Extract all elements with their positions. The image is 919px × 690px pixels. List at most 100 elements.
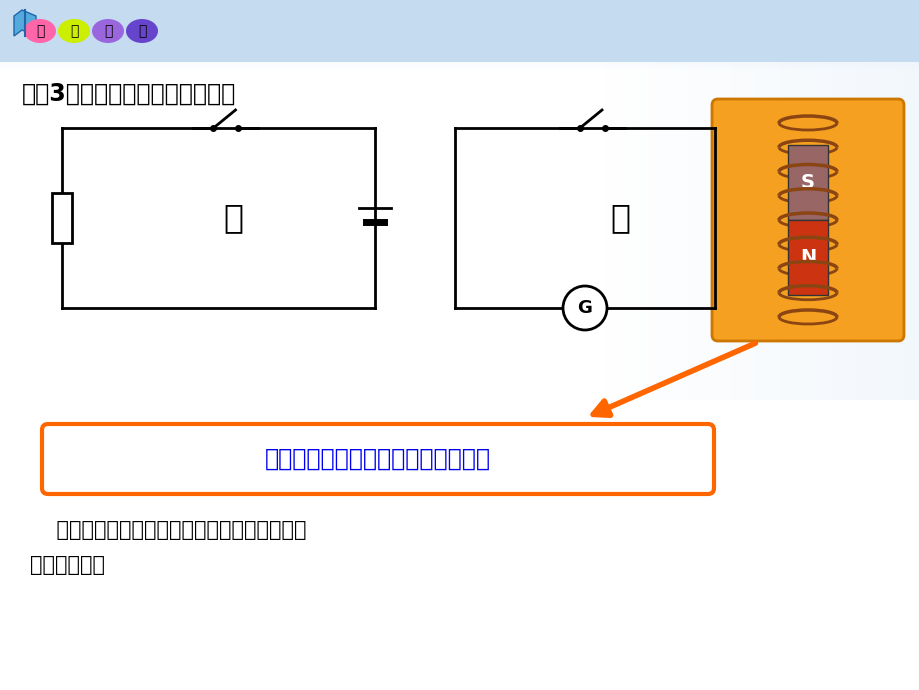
Bar bbox=[720, 0, 721, 400]
Bar bbox=[887, 0, 888, 400]
Bar bbox=[0, 11, 919, 12]
Bar bbox=[634, 0, 635, 400]
Bar bbox=[673, 0, 674, 400]
Bar bbox=[754, 0, 755, 400]
Bar bbox=[772, 0, 773, 400]
Bar bbox=[837, 0, 838, 400]
Bar bbox=[819, 0, 820, 400]
Bar bbox=[846, 0, 847, 400]
Bar bbox=[828, 0, 829, 400]
Bar bbox=[900, 0, 901, 400]
Bar bbox=[862, 0, 863, 400]
Bar bbox=[737, 0, 738, 400]
Bar bbox=[721, 0, 722, 400]
Bar bbox=[621, 0, 622, 400]
Bar bbox=[847, 0, 848, 400]
Bar bbox=[696, 0, 697, 400]
Bar bbox=[658, 0, 659, 400]
Bar bbox=[654, 0, 655, 400]
Bar bbox=[688, 0, 689, 400]
Bar bbox=[903, 0, 904, 400]
Bar bbox=[0, 32, 919, 33]
Text: 乙: 乙 bbox=[609, 201, 630, 235]
Bar bbox=[628, 0, 629, 400]
Bar bbox=[835, 0, 836, 400]
Bar bbox=[809, 0, 811, 400]
Bar bbox=[884, 0, 885, 400]
Bar bbox=[785, 0, 786, 400]
Bar bbox=[644, 0, 645, 400]
Bar bbox=[727, 0, 728, 400]
Bar bbox=[783, 0, 784, 400]
Bar bbox=[758, 0, 759, 400]
Bar bbox=[840, 0, 841, 400]
Bar bbox=[699, 0, 700, 400]
Bar bbox=[714, 0, 715, 400]
Bar bbox=[0, 6, 919, 7]
Bar bbox=[0, 9, 919, 10]
Bar bbox=[729, 0, 731, 400]
Bar bbox=[848, 0, 849, 400]
Bar bbox=[774, 0, 775, 400]
Bar bbox=[834, 0, 835, 400]
Bar bbox=[676, 0, 677, 400]
Bar bbox=[0, 58, 919, 59]
Bar bbox=[723, 0, 724, 400]
Bar bbox=[748, 0, 749, 400]
Bar bbox=[749, 0, 750, 400]
Bar bbox=[750, 0, 751, 400]
Bar bbox=[865, 0, 866, 400]
Bar bbox=[0, 50, 919, 51]
Bar bbox=[892, 0, 893, 400]
Bar bbox=[702, 0, 703, 400]
Bar bbox=[643, 0, 644, 400]
Bar bbox=[746, 0, 747, 400]
Bar bbox=[616, 0, 617, 400]
Bar bbox=[715, 0, 716, 400]
Bar bbox=[806, 0, 807, 400]
Bar bbox=[788, 145, 827, 220]
Bar bbox=[796, 0, 797, 400]
Bar bbox=[719, 0, 720, 400]
Bar bbox=[624, 0, 625, 400]
Bar bbox=[747, 0, 748, 400]
Bar bbox=[896, 0, 897, 400]
Text: N: N bbox=[799, 248, 815, 267]
Bar bbox=[860, 0, 861, 400]
Bar bbox=[915, 0, 916, 400]
Bar bbox=[0, 67, 919, 68]
Bar bbox=[646, 0, 647, 400]
Bar bbox=[767, 0, 768, 400]
Bar bbox=[0, 63, 919, 64]
Bar bbox=[0, 38, 919, 39]
Bar bbox=[914, 0, 915, 400]
Ellipse shape bbox=[92, 19, 124, 43]
Bar bbox=[911, 0, 912, 400]
Polygon shape bbox=[14, 10, 36, 36]
Bar bbox=[655, 0, 656, 400]
Bar bbox=[0, 54, 919, 55]
Bar bbox=[0, 35, 919, 36]
Bar bbox=[690, 0, 691, 400]
Bar bbox=[878, 0, 879, 400]
Bar bbox=[850, 0, 851, 400]
Bar bbox=[0, 65, 919, 66]
Bar bbox=[905, 0, 906, 400]
Bar bbox=[0, 23, 919, 24]
Bar bbox=[711, 0, 712, 400]
Bar bbox=[817, 0, 818, 400]
Bar bbox=[814, 0, 815, 400]
Bar bbox=[888, 0, 889, 400]
Bar bbox=[782, 0, 783, 400]
Bar bbox=[703, 0, 704, 400]
Bar bbox=[872, 0, 873, 400]
Bar bbox=[745, 0, 746, 400]
Bar bbox=[811, 0, 812, 400]
Ellipse shape bbox=[24, 19, 56, 43]
Bar bbox=[659, 0, 660, 400]
Bar bbox=[647, 0, 648, 400]
Bar bbox=[648, 0, 650, 400]
Bar bbox=[807, 0, 808, 400]
Bar bbox=[859, 0, 860, 400]
Bar bbox=[916, 0, 917, 400]
